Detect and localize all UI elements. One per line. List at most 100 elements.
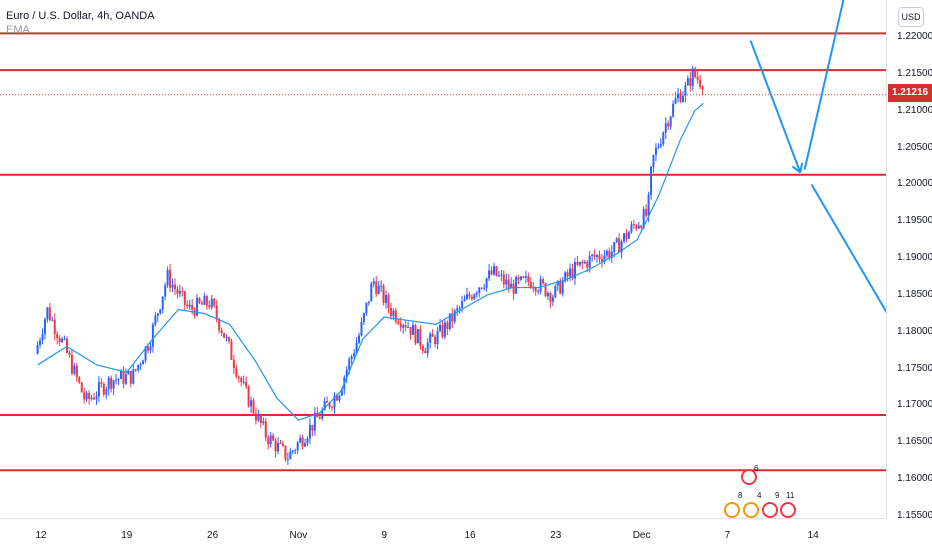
candle-body [549, 293, 552, 302]
candle-body [316, 412, 319, 418]
event-marker[interactable] [724, 502, 740, 518]
candle-body [289, 451, 292, 460]
candle-body [51, 319, 54, 321]
candle-body [664, 123, 667, 133]
candle-body [328, 402, 331, 408]
candle-body [581, 261, 584, 264]
candle-body [321, 409, 324, 419]
candle-body [667, 123, 670, 127]
event-marker[interactable] [741, 469, 757, 485]
candle-body [426, 342, 429, 354]
event-count: 9 [775, 491, 780, 500]
candle-body [232, 359, 235, 369]
ema-indicator-label[interactable]: EMA [6, 24, 30, 36]
candle-body [480, 287, 483, 289]
candle-body [681, 95, 684, 102]
candle-body [556, 280, 559, 286]
candle-body [124, 374, 127, 384]
event-marker[interactable] [780, 502, 796, 518]
candle-body [399, 323, 402, 328]
candle-body [97, 382, 100, 397]
candle-body [205, 296, 208, 306]
candle-body [100, 382, 103, 384]
candle-body [515, 277, 518, 294]
candle-body [178, 290, 181, 294]
event-count: 6 [754, 464, 759, 473]
last-price-tag: 1.21216 [888, 84, 932, 102]
candle-body [132, 369, 135, 384]
candle-body [277, 442, 280, 452]
candle-body [169, 269, 172, 288]
candle-body [392, 310, 395, 317]
price-tick-label: 1.21500 [897, 67, 932, 79]
candle-body [264, 421, 267, 438]
candle-body [470, 296, 473, 300]
candle-body [134, 369, 137, 371]
candle-body [230, 341, 233, 360]
time-tick-label: Nov [289, 530, 308, 541]
candle-body [583, 261, 586, 264]
candle-body [149, 346, 152, 351]
candle-body [529, 281, 532, 288]
time-tick-label: Dec [632, 530, 651, 541]
event-marker[interactable] [762, 502, 778, 518]
candle-body [274, 440, 277, 452]
candle-body [90, 397, 93, 399]
candle-body [247, 386, 250, 407]
candle-body [546, 293, 549, 297]
event-marker[interactable] [743, 502, 759, 518]
candle-body [370, 283, 373, 302]
candle-body [458, 307, 461, 309]
candle-body [375, 281, 378, 294]
candle-body [196, 298, 199, 316]
ema-line [37, 102, 704, 421]
candle-body [304, 443, 307, 447]
candle-body [36, 345, 39, 354]
candle-body [73, 365, 76, 374]
projection-arrow [749, 40, 802, 173]
candle-body [102, 383, 105, 395]
price-axis-border [886, 0, 887, 518]
time-axis-border [0, 518, 886, 519]
candle-body [569, 268, 572, 277]
candle-body [70, 355, 73, 374]
candle-body [640, 225, 643, 228]
price-tick-label: 1.21000 [897, 104, 932, 116]
candle-body [326, 401, 329, 403]
candle-body [93, 397, 96, 400]
candle-body [85, 392, 88, 400]
candle-body [365, 302, 368, 314]
candle-body [242, 381, 245, 383]
candle-body [429, 333, 432, 343]
currency-button[interactable]: USD [898, 7, 924, 27]
candle-body [593, 254, 596, 258]
candle-body [362, 313, 365, 323]
candle-body [421, 345, 424, 351]
candle-body [318, 417, 321, 419]
candle-body [183, 291, 186, 305]
candlestick-chart[interactable]: 6 8 4 9 11 [0, 0, 886, 518]
candle-body [554, 285, 557, 298]
candle-body [461, 301, 464, 308]
candle-body [61, 338, 64, 343]
candle-body [198, 298, 201, 303]
projection-arrow [810, 183, 886, 314]
candle-body [245, 381, 248, 387]
candle-body [377, 286, 380, 294]
candle-body [696, 77, 699, 80]
candle-body [598, 255, 601, 260]
candle-body [159, 309, 162, 314]
horizontal-levels [0, 32, 886, 472]
candle-body [83, 392, 86, 400]
candle-body [652, 154, 655, 167]
candle-body [448, 313, 451, 330]
candles [36, 65, 704, 465]
candle-body [296, 442, 299, 451]
candle-body [284, 445, 287, 460]
candle-body [208, 305, 211, 308]
candle-body [43, 319, 46, 335]
candle-body [166, 269, 169, 286]
candle-body [551, 297, 554, 302]
price-tick-label: 1.16500 [897, 436, 932, 448]
candle-body [350, 356, 353, 360]
